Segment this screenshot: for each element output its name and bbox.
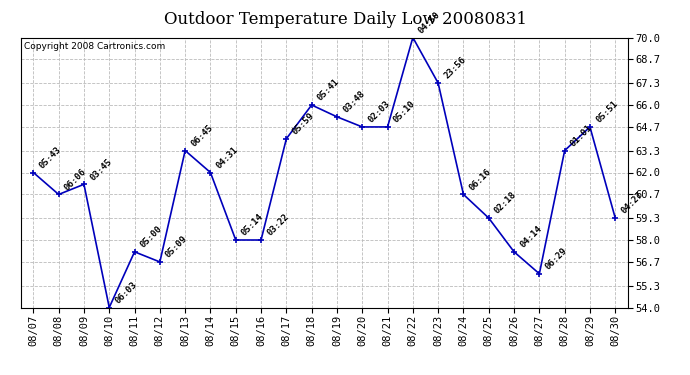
Text: 06:29: 06:29 <box>544 246 569 272</box>
Text: 03:22: 03:22 <box>265 213 290 238</box>
Text: 05:41: 05:41 <box>316 78 341 103</box>
Text: 23:56: 23:56 <box>442 56 468 81</box>
Text: 04:50: 04:50 <box>417 10 442 35</box>
Text: 04:14: 04:14 <box>518 224 544 250</box>
Text: 03:45: 03:45 <box>88 157 113 182</box>
Text: 05:43: 05:43 <box>37 145 63 170</box>
Text: 02:03: 02:03 <box>366 99 392 125</box>
Text: 02:18: 02:18 <box>493 190 518 216</box>
Text: 05:59: 05:59 <box>290 111 316 136</box>
Text: 05:09: 05:09 <box>164 234 189 260</box>
Text: 04:27: 04:27 <box>620 190 644 216</box>
Text: 05:14: 05:14 <box>240 213 265 238</box>
Text: 04:31: 04:31 <box>215 145 240 170</box>
Text: 05:00: 05:00 <box>139 224 164 250</box>
Text: Outdoor Temperature Daily Low 20080831: Outdoor Temperature Daily Low 20080831 <box>164 11 526 28</box>
Text: Copyright 2008 Cartronics.com: Copyright 2008 Cartronics.com <box>23 42 165 51</box>
Text: 06:03: 06:03 <box>113 280 139 305</box>
Text: 05:10: 05:10 <box>392 99 417 125</box>
Text: 03:48: 03:48 <box>341 89 366 115</box>
Text: 01:01: 01:01 <box>569 123 594 148</box>
Text: 06:45: 06:45 <box>189 123 215 148</box>
Text: 06:16: 06:16 <box>468 167 493 192</box>
Text: 06:06: 06:06 <box>63 167 88 192</box>
Text: 05:51: 05:51 <box>594 99 620 125</box>
